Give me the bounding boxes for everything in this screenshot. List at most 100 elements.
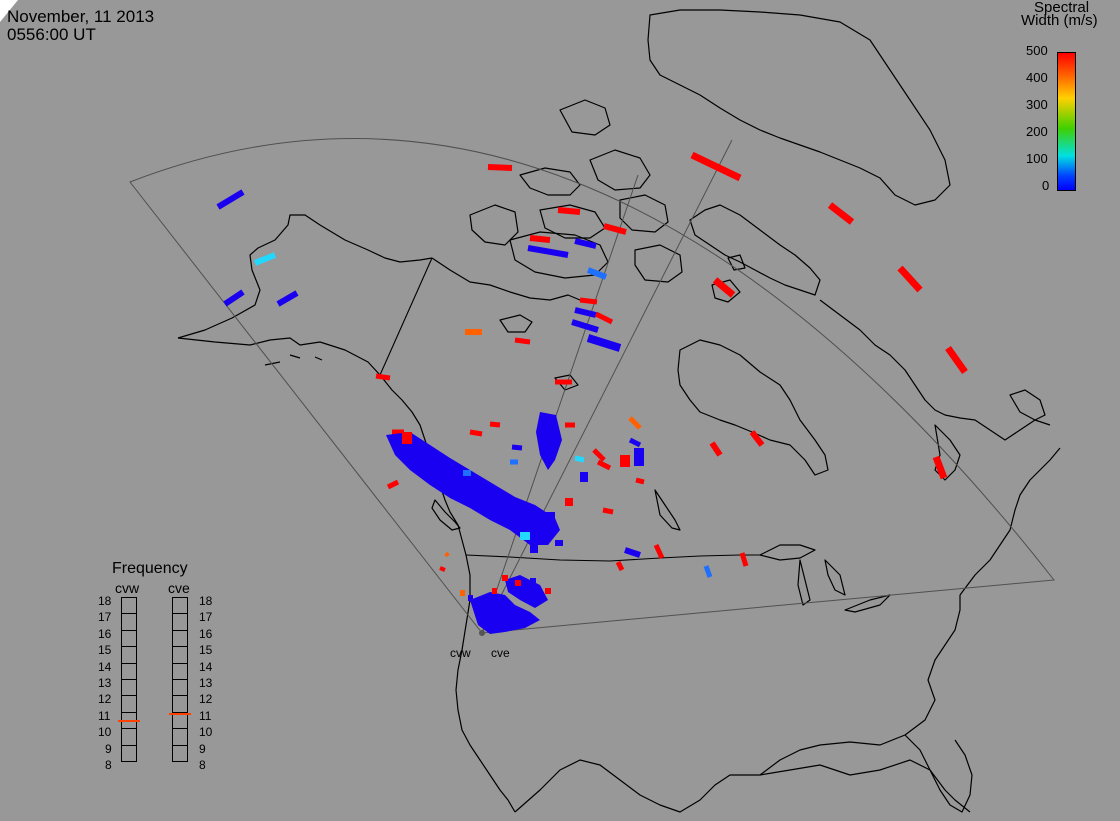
- atlantic-coast: [959, 447, 1061, 596]
- newfoundland: [1009, 389, 1046, 421]
- cvw-site-marker: [479, 630, 485, 636]
- baffin-island: [689, 204, 821, 296]
- colorbar-tick-100: 100: [1026, 151, 1048, 166]
- echo-cell: [703, 565, 713, 578]
- arctic-island-6: [559, 99, 611, 136]
- labrador-coast: [819, 299, 1051, 441]
- frequency-tick-left: 17: [98, 610, 112, 625]
- echo-cell: [463, 470, 471, 476]
- echo-cell: [628, 416, 642, 430]
- echo-cell: [492, 588, 497, 594]
- colorbar: [1057, 52, 1076, 191]
- echo-cell: [628, 437, 642, 448]
- echo-cell: [530, 545, 538, 553]
- colorbar-title-1: Spectral: [1034, 0, 1090, 16]
- echo-cell: [712, 277, 736, 298]
- frequency-tick-left: 16: [98, 626, 112, 641]
- banks-island: [469, 204, 519, 246]
- vancouver-island: [431, 499, 461, 531]
- echo-cell: [827, 202, 855, 225]
- cve-site-label: cve: [491, 646, 510, 660]
- echo-cell: [653, 543, 665, 560]
- frequency-cell: [172, 646, 188, 664]
- echo-cell: [386, 479, 400, 490]
- echo-cell: [574, 307, 597, 318]
- echo-layer: [216, 151, 968, 634]
- echo-cell: [574, 455, 585, 463]
- frequency-title: Frequency: [112, 560, 188, 577]
- echo-cell: [932, 455, 948, 480]
- colorbar-tick-500: 500: [1026, 43, 1048, 58]
- frequency-tick-left: 12: [98, 692, 112, 707]
- pacific-coast: [379, 374, 516, 813]
- greenland: [647, 9, 951, 206]
- cvw-beam-edge: [481, 174, 639, 634]
- lake-winnipeg: [654, 489, 681, 531]
- frequency-marker: [118, 720, 140, 722]
- cvw-frequency-column: [118, 597, 140, 769]
- echo-cell: [276, 290, 299, 307]
- frequency-tick-right: 11: [199, 708, 212, 723]
- frequency-cell: [121, 662, 137, 680]
- echo-cell: [594, 311, 614, 325]
- echo-cluster: [386, 432, 560, 545]
- frequency-tick-right: 8: [199, 758, 206, 772]
- cve-frequency-label: cve: [168, 580, 190, 596]
- frequency-cell: [121, 613, 137, 631]
- borders: [379, 257, 760, 562]
- frequency-tick-left: 11: [98, 708, 111, 723]
- echo-cell: [514, 337, 531, 345]
- echo-cell: [489, 421, 501, 428]
- frequency-tick-right: 16: [199, 626, 213, 641]
- echo-cell: [592, 448, 606, 462]
- echo-cell: [444, 551, 450, 558]
- arctic-island-2: [589, 149, 651, 191]
- colorbar-title-2: Width (m/s): [1021, 12, 1098, 29]
- echo-cell: [945, 345, 968, 375]
- echo-cell: [615, 560, 625, 572]
- arctic-island-4: [619, 194, 669, 233]
- echo-cell: [460, 590, 465, 596]
- alaska-border: [379, 257, 433, 376]
- frequency-tick-right: 18: [199, 594, 213, 608]
- lake-superior: [759, 544, 816, 561]
- echo-cell: [635, 477, 645, 485]
- frequency-cell: [121, 679, 137, 697]
- lake-michigan: [797, 559, 811, 606]
- echo-cell: [620, 455, 630, 467]
- echo-cell: [579, 297, 598, 305]
- colorbar-tick-0: 0: [1042, 178, 1050, 193]
- cvw-site-label: cvw: [450, 646, 471, 660]
- coastlines: [177, 9, 1061, 813]
- echo-cell: [223, 289, 245, 307]
- arctic-island-8: [554, 374, 579, 391]
- echo-cell: [709, 441, 723, 457]
- gulf-coast: [759, 595, 961, 776]
- frequency-cell: [121, 728, 137, 746]
- florida: [904, 734, 973, 813]
- frequency-tick-right: 15: [199, 643, 213, 658]
- echo-cell: [402, 432, 412, 444]
- frequency-cell: [121, 695, 137, 713]
- frequency-cell: [172, 695, 188, 713]
- echo-cell: [527, 245, 569, 258]
- corner-mark: [0, 0, 18, 22]
- radar-fov: [129, 138, 1055, 634]
- echo-cell: [545, 512, 555, 524]
- echo-cell: [502, 575, 508, 581]
- colorbar-tick-300: 300: [1026, 97, 1048, 112]
- echo-cell: [253, 252, 277, 266]
- echo-cell: [596, 459, 612, 471]
- echo-cell: [520, 532, 530, 540]
- echo-cluster: [470, 592, 540, 634]
- frequency-cell: [172, 728, 188, 746]
- echo-cell: [565, 498, 573, 506]
- echo-cell: [511, 444, 523, 451]
- frequency-cell: [121, 744, 137, 762]
- echo-cell: [634, 448, 644, 466]
- echo-cell: [530, 578, 536, 584]
- echo-cell: [557, 207, 581, 215]
- lake-erie: [844, 594, 891, 613]
